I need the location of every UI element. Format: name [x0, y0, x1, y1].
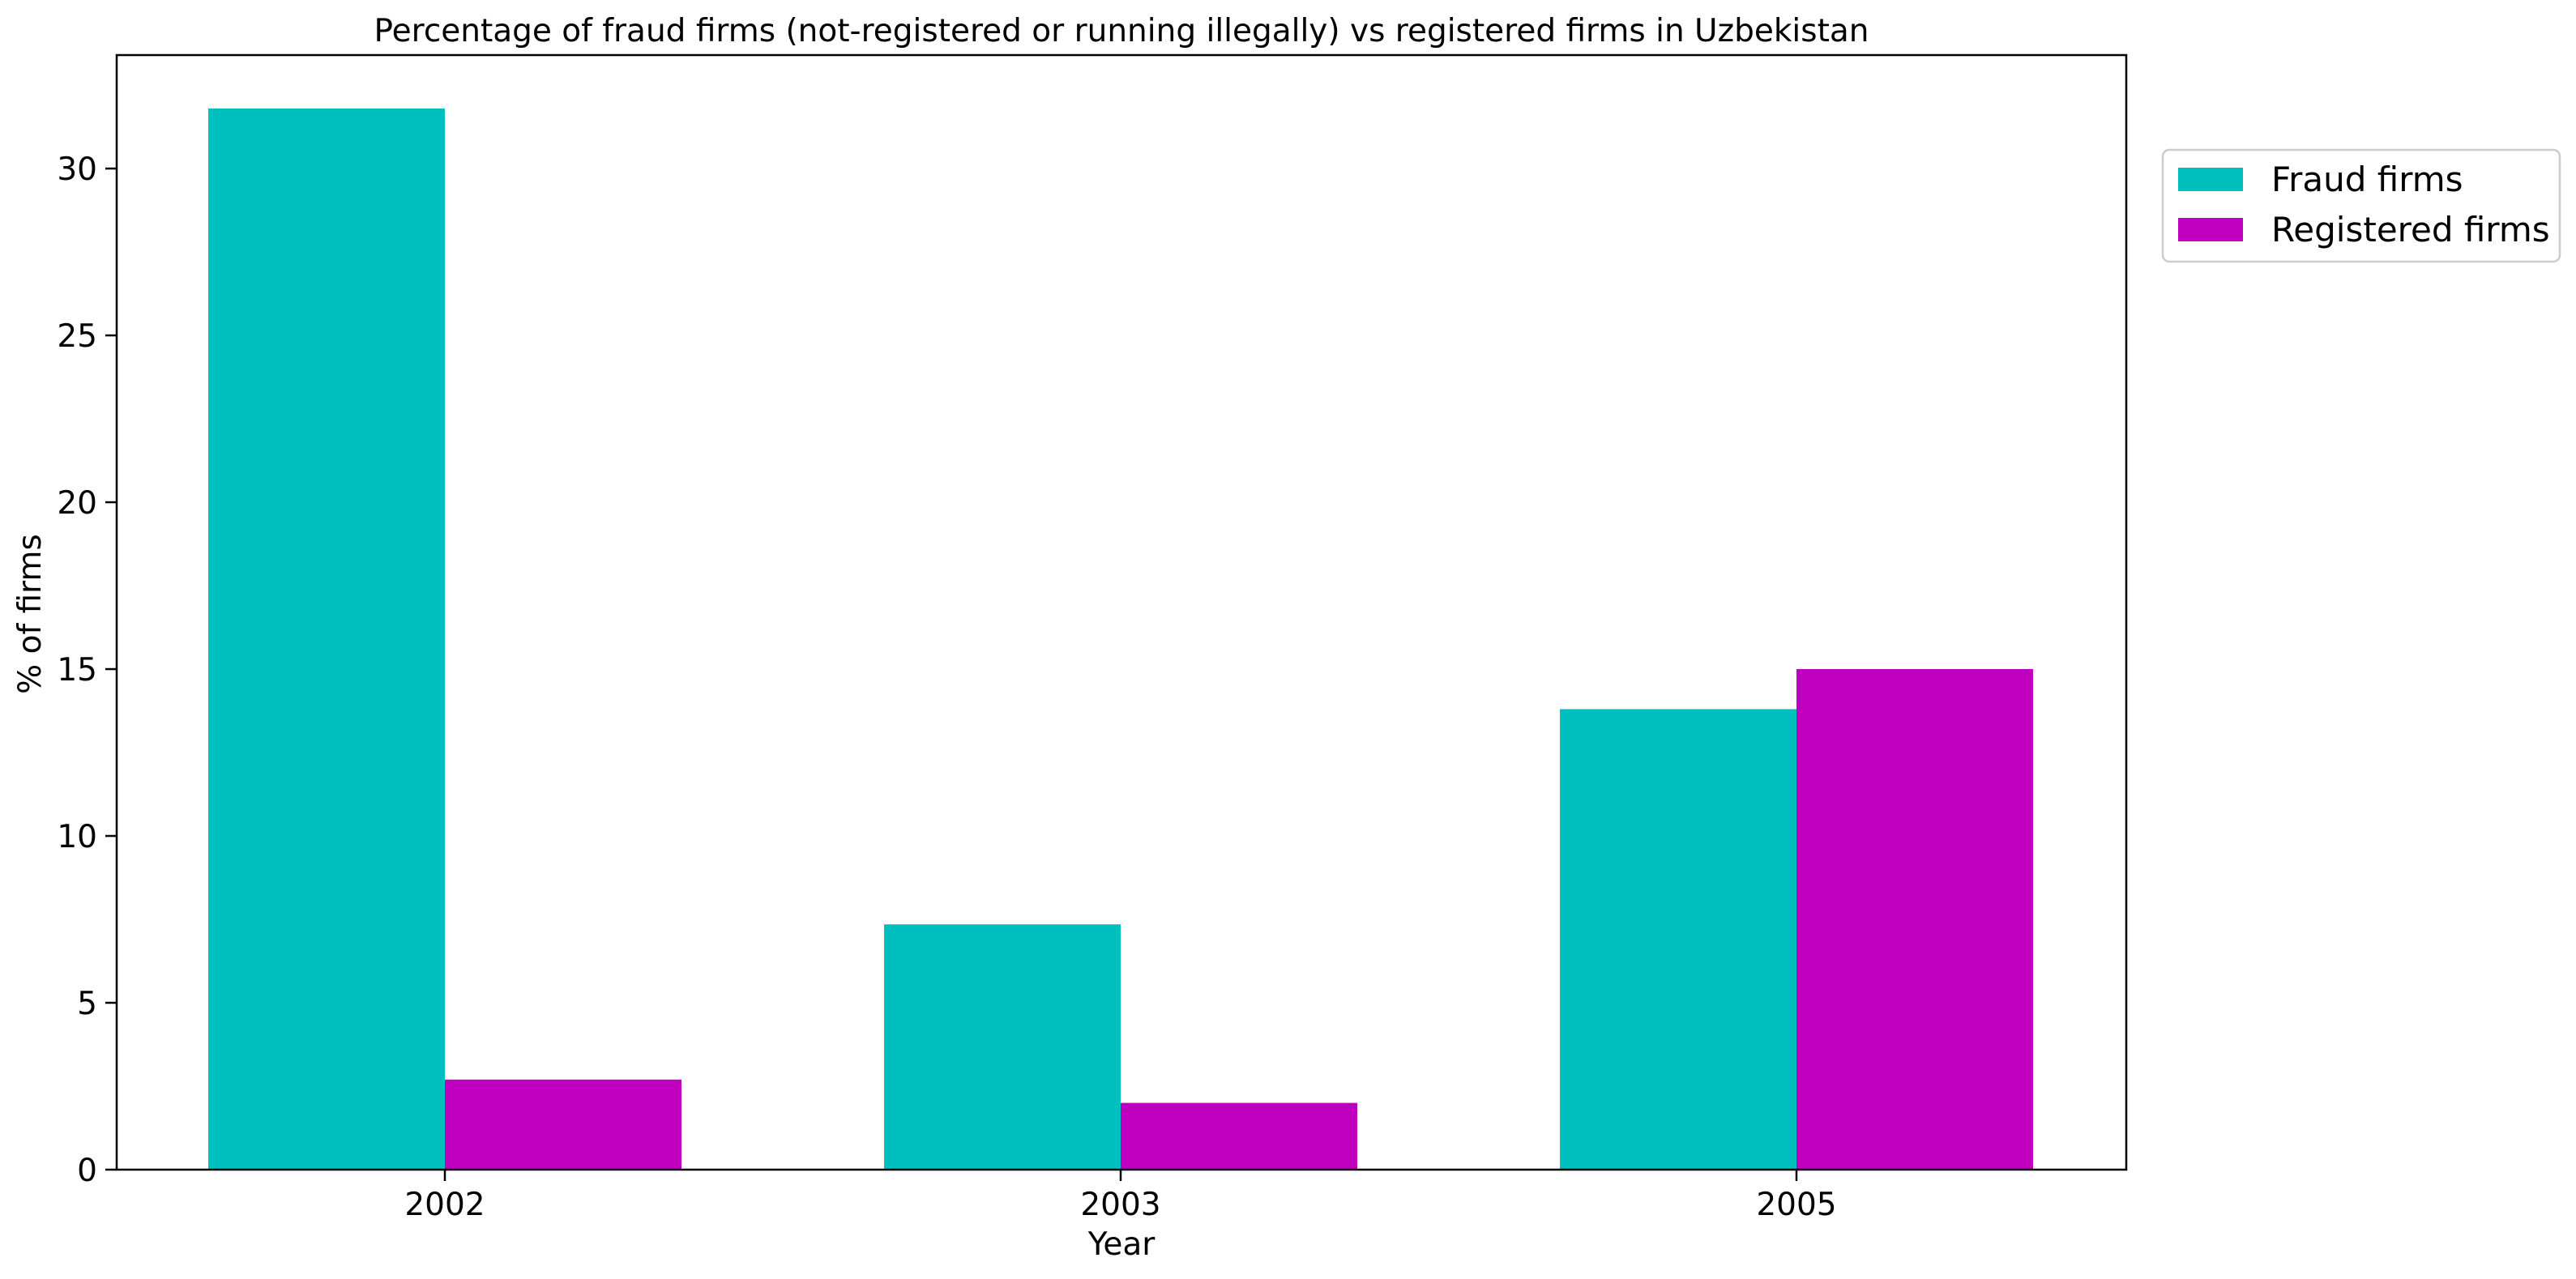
legend-frame: [2161, 148, 2561, 263]
bar-fraud-firms-2003: [884, 924, 1121, 1170]
legend-label-fraud-firms: Fraud firms: [2271, 160, 2463, 199]
y-tick-label: 20: [57, 485, 97, 522]
y-tick-label: 5: [77, 986, 97, 1022]
y-tick-label: 30: [57, 151, 97, 188]
y-axis-label: % of firms: [12, 534, 49, 694]
x-axis-label: Year: [1087, 1226, 1156, 1263]
y-tick-label: 0: [77, 1153, 97, 1189]
bar-fraud-firms-2002: [208, 108, 445, 1170]
x-tick-label: 2005: [1756, 1187, 1836, 1223]
bars-group: [208, 108, 2033, 1170]
bar-registered-firms-2003: [1121, 1102, 1357, 1170]
x-tick-label: 2003: [1080, 1187, 1160, 1223]
bar-fraud-firms-2005: [1560, 709, 1796, 1170]
legend-swatch-registered-firms: [2178, 218, 2243, 241]
legend: Fraud firms Registered firms: [2161, 148, 2561, 263]
legend-swatch-fraud-firms: [2178, 168, 2243, 191]
y-tick-label: 10: [57, 819, 97, 855]
y-tick-label: 25: [57, 318, 97, 355]
bar-registered-firms-2002: [445, 1079, 681, 1170]
x-tick-label: 2002: [404, 1187, 485, 1223]
bar-registered-firms-2005: [1796, 669, 2033, 1170]
legend-label-registered-firms: Registered firms: [2271, 210, 2550, 249]
chart-title: Percentage of fraud firms (not-registere…: [374, 13, 1869, 49]
ticks-group: 0 5 10 15 20 25 30 2002 2003 2005: [57, 151, 1836, 1223]
y-tick-label: 15: [57, 652, 97, 689]
